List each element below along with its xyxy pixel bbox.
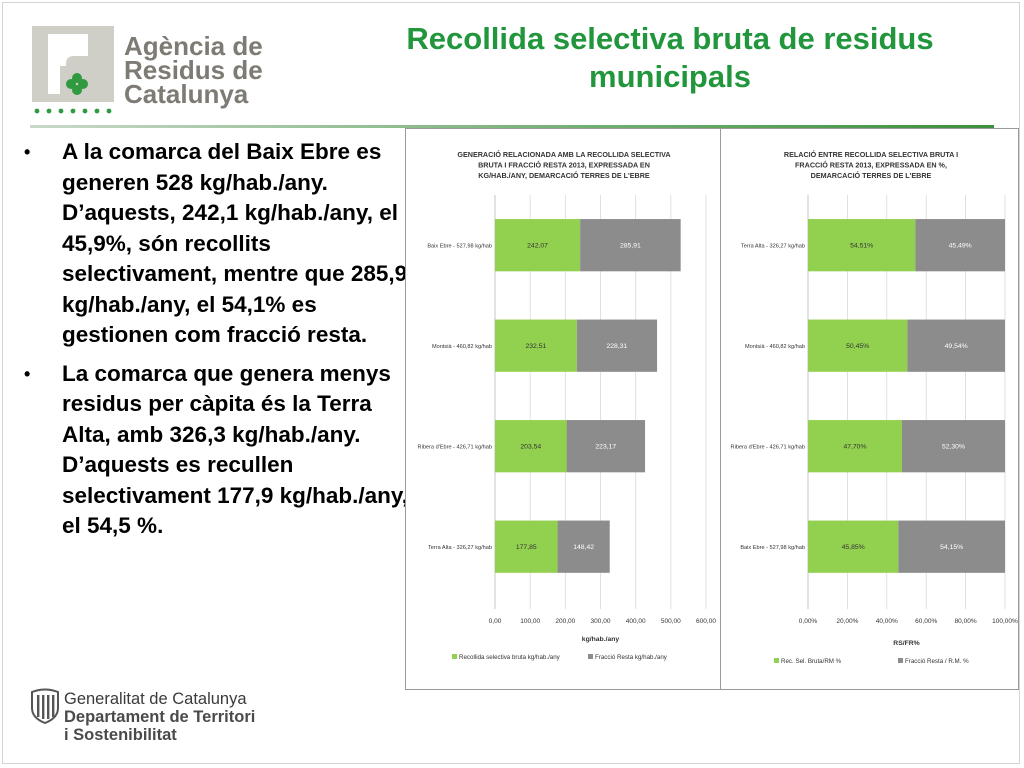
footer-line-3: i Sostenibilitat bbox=[64, 726, 177, 744]
bar-selective bbox=[495, 520, 558, 573]
data-label: 49,54% bbox=[945, 343, 968, 350]
data-label: 203,54 bbox=[520, 444, 541, 451]
legend-swatch bbox=[452, 654, 457, 659]
footer-line-1: Generalitat de Catalunya bbox=[64, 690, 247, 708]
bar-selective bbox=[808, 520, 899, 573]
bar-selective bbox=[808, 319, 908, 372]
chart-panel: GENERACIÓ RELACIONADA AMB LA RECOLLIDA S… bbox=[405, 128, 1019, 690]
data-label: 148,42 bbox=[573, 544, 594, 551]
bar-rest bbox=[907, 319, 1005, 372]
footer-department: Generalitat de Catalunya Departament de … bbox=[64, 690, 255, 744]
bar-selective bbox=[495, 420, 567, 473]
logo-line-3: Catalunya bbox=[124, 79, 249, 109]
legend-label: Rec. Sel. Bruta/RM % bbox=[781, 658, 842, 665]
x-tick-label: 300,00 bbox=[591, 618, 611, 625]
data-label: 285,91 bbox=[620, 243, 641, 250]
legend-swatch bbox=[898, 658, 903, 663]
data-label: 47,70% bbox=[843, 444, 866, 451]
data-label: 45,49% bbox=[949, 243, 972, 250]
legend-swatch bbox=[588, 654, 593, 659]
x-tick-label: 600,00 bbox=[696, 618, 716, 625]
x-tick-label: 60,00% bbox=[915, 618, 937, 625]
bullet-list: • A la comarca del Baix Ebre es generen 5… bbox=[22, 137, 412, 550]
data-label: 223,17 bbox=[595, 444, 616, 451]
bullet-item: • La comarca que genera menys residus per… bbox=[22, 359, 412, 542]
x-tick-label: 400,00 bbox=[626, 618, 646, 625]
page-title: Recollida selectiva bruta de residus mun… bbox=[406, 21, 934, 94]
category-label: Montsià - 460,82 kg/hab bbox=[745, 344, 805, 350]
data-label: 54,15% bbox=[940, 544, 963, 551]
data-label: 242,07 bbox=[527, 243, 548, 250]
legend-label: Fracció Resta kg/hab./any bbox=[595, 654, 668, 661]
bullet-text: A la comarca del Baix Ebre es generen 52… bbox=[62, 139, 408, 347]
logo-line-1: Agència de bbox=[124, 31, 263, 61]
legend-label: Recollida selectiva bruta kg/hab./any bbox=[459, 654, 561, 661]
bar-selective bbox=[808, 219, 916, 272]
bullet-icon: • bbox=[24, 142, 31, 162]
category-label: Terra Alta - 326,27 kg/hab bbox=[428, 545, 492, 551]
legend-swatch bbox=[774, 658, 779, 663]
data-label: 45,85% bbox=[842, 544, 865, 551]
arc-logo-dots-icon bbox=[34, 108, 112, 114]
bar-rest bbox=[901, 420, 1005, 473]
bar-rest bbox=[566, 420, 646, 473]
chart-divider bbox=[720, 129, 721, 689]
x-axis-label: RS/FR% bbox=[893, 640, 919, 647]
bar-rest bbox=[898, 520, 1005, 573]
bar-rest bbox=[557, 520, 610, 573]
arc-logo-text: Agència de Residus de Catalunya bbox=[124, 31, 263, 109]
arc-logo-mark-icon bbox=[48, 34, 88, 95]
data-label: 228,31 bbox=[607, 343, 628, 350]
data-label: 52,30% bbox=[942, 444, 965, 451]
title-divider bbox=[30, 125, 994, 128]
charts-svg: GENERACIÓ RELACIONADA AMB LA RECOLLIDA S… bbox=[418, 150, 1019, 665]
category-label: Terra Alta - 326,27 kg/hab bbox=[741, 244, 805, 250]
category-label: Baix Ebre - 527,98 kg/hab bbox=[427, 244, 492, 250]
footer-line-2: Departament de Territori bbox=[64, 708, 256, 726]
category-label: Ribera d'Ebre - 426,71 kg/hab bbox=[418, 445, 492, 451]
data-label: 177,85 bbox=[516, 544, 537, 551]
bar-rest bbox=[580, 219, 681, 272]
chart-title: RELACIÓ ENTRE RECOLLIDA SELECTIVA BRUTA … bbox=[784, 150, 958, 180]
bar-selective bbox=[495, 219, 581, 272]
bullet-text: La comarca que genera menys residus per … bbox=[62, 360, 409, 539]
category-label: Baix Ebre - 527,98 kg/hab bbox=[740, 545, 805, 551]
logo-line-2: Residus de bbox=[124, 55, 263, 85]
x-tick-label: 80,00% bbox=[955, 618, 977, 625]
data-label: 50,45% bbox=[846, 343, 869, 350]
x-axis-label: kg/hab./any bbox=[582, 636, 620, 643]
data-label: 232,51 bbox=[525, 343, 546, 350]
bar-rest bbox=[915, 219, 1005, 272]
x-tick-label: 200,00 bbox=[555, 618, 575, 625]
arc-logo bbox=[32, 26, 114, 102]
x-tick-label: 40,00% bbox=[876, 618, 898, 625]
category-label: Ribera d'Ebre - 426,71 kg/hab bbox=[731, 445, 805, 451]
category-label: Montsià - 460,82 kg/hab bbox=[432, 344, 492, 350]
chart-title: GENERACIÓ RELACIONADA AMB LA RECOLLIDA S… bbox=[457, 150, 670, 180]
data-label: 54,51% bbox=[850, 243, 873, 250]
legend-label: Fracció Resta / R.M. % bbox=[905, 658, 969, 665]
x-tick-label: 100,00% bbox=[992, 618, 1018, 625]
bullet-item: • A la comarca del Baix Ebre es generen 5… bbox=[22, 137, 412, 351]
x-tick-label: 500,00 bbox=[661, 618, 681, 625]
bar-selective bbox=[495, 319, 577, 372]
bar-rest bbox=[576, 319, 658, 372]
x-tick-label: 100,00 bbox=[520, 618, 540, 625]
generalitat-logo-icon bbox=[31, 688, 59, 725]
bullet-icon: • bbox=[24, 363, 31, 384]
x-tick-label: 0,00 bbox=[489, 618, 502, 625]
bar-selective bbox=[808, 420, 902, 473]
x-tick-label: 20,00% bbox=[836, 618, 858, 625]
x-tick-label: 0,00% bbox=[799, 618, 818, 625]
